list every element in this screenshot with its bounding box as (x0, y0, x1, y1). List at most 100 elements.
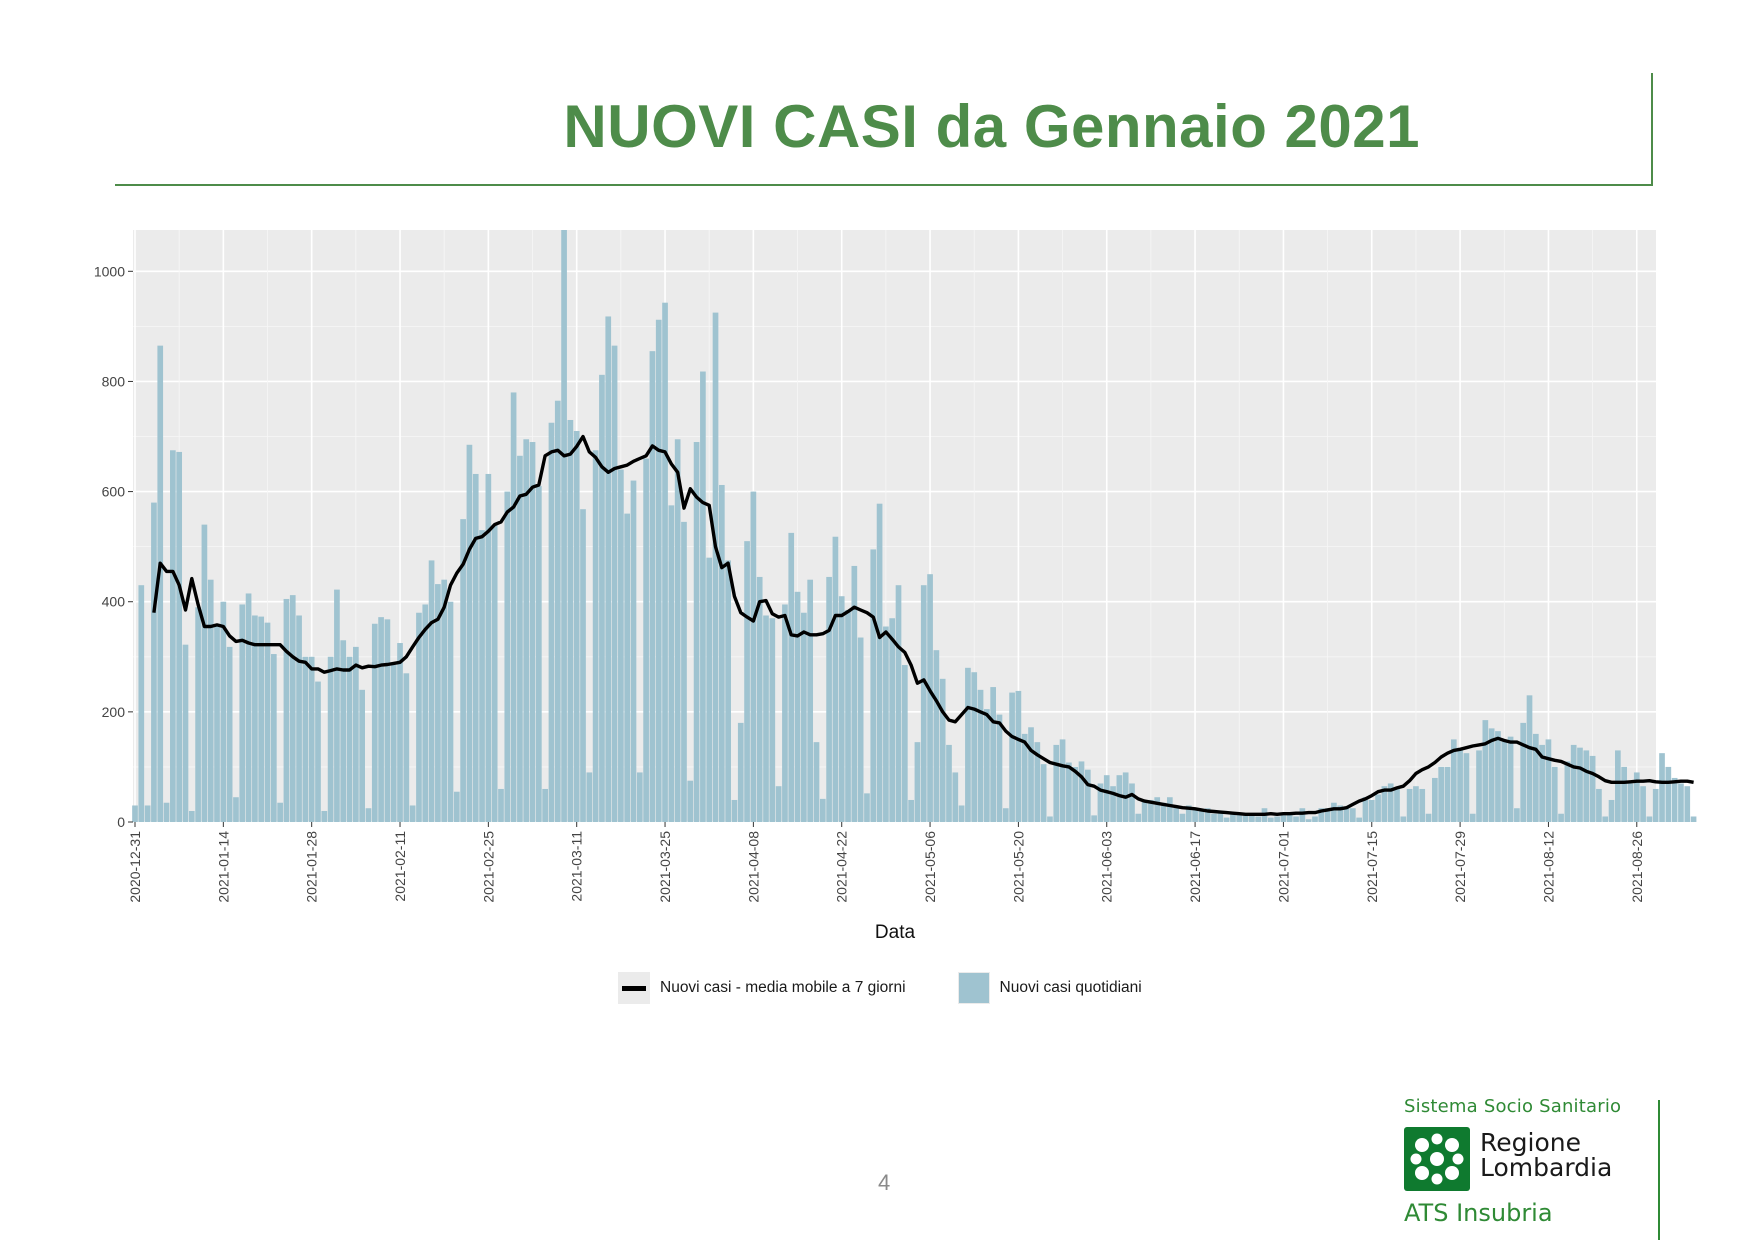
legend-line-label: Nuovi casi - media mobile a 7 giorni (660, 979, 906, 996)
daily-cases-bar (1185, 805, 1192, 822)
daily-cases-bar (226, 646, 233, 822)
page-number: 4 (878, 1170, 891, 1195)
y-tick-label: 0 (117, 814, 125, 830)
daily-cases-bar (939, 678, 946, 822)
daily-cases-bar (1438, 766, 1445, 822)
daily-cases-bar (782, 604, 788, 822)
daily-cases-bar (176, 451, 183, 822)
daily-cases-bar (996, 714, 1003, 822)
daily-cases-bar (245, 593, 252, 822)
daily-cases-bar (1343, 808, 1350, 822)
daily-cases-bar (1072, 766, 1079, 822)
daily-cases-bar (1280, 815, 1287, 822)
daily-cases-bar (1589, 755, 1596, 822)
daily-cases-bar (435, 584, 441, 822)
daily-cases-bar (769, 618, 776, 822)
daily-cases-bar (1678, 783, 1684, 822)
daily-cases-bar (1331, 802, 1337, 822)
daily-cases-bar (681, 521, 687, 822)
daily-cases-bar (1659, 753, 1665, 822)
daily-cases-bar (1028, 727, 1034, 822)
x-tick-label: 2021-08-12 (1540, 831, 1556, 903)
daily-cases-bar (1640, 786, 1646, 822)
daily-cases-bar (1040, 764, 1047, 822)
daily-cases-bar (1646, 816, 1653, 822)
daily-cases-bar (611, 345, 618, 822)
y-tick-label: 600 (102, 484, 126, 500)
daily-cases-bar (252, 615, 258, 822)
daily-cases-bar (1160, 802, 1167, 822)
daily-cases-bar (283, 598, 290, 822)
logo-tagline: Sistema Socio Sanitario (1404, 1096, 1622, 1117)
daily-cases-bar (1337, 805, 1344, 822)
daily-cases-bar (1116, 775, 1123, 822)
daily-cases-bar (819, 798, 826, 822)
daily-cases-bar (813, 742, 820, 822)
daily-cases-bar (1596, 788, 1602, 822)
daily-cases-bar (763, 615, 769, 822)
daily-cases-bar (693, 442, 700, 822)
daily-cases-bar (371, 623, 378, 822)
y-tick-label: 400 (102, 594, 126, 610)
daily-cases-bar (1293, 816, 1299, 822)
daily-cases-bar (1059, 739, 1066, 822)
daily-cases-bar (567, 419, 574, 822)
daily-cases-bar (1514, 808, 1520, 822)
daily-cases-bar (353, 646, 359, 822)
daily-cases-bar (643, 458, 649, 822)
daily-cases-bar (321, 810, 328, 822)
daily-cases-bar (1066, 762, 1072, 822)
daily-cases-bar (1463, 753, 1470, 822)
daily-cases-bar (1249, 813, 1255, 822)
daily-cases-bar (523, 439, 530, 822)
daily-cases-bar (1419, 788, 1426, 822)
daily-cases-bar (403, 673, 410, 822)
daily-cases-bar (277, 802, 283, 822)
daily-cases-bar (1633, 772, 1640, 822)
legend-bar-key (957, 972, 990, 1004)
daily-cases-bar (1204, 808, 1211, 822)
daily-cases-bar (466, 444, 473, 822)
page-title: NUOVI CASI da Gennaio 2021 (563, 93, 1420, 160)
x-tick-label: 2021-02-25 (480, 831, 496, 903)
daily-cases-bar (1387, 783, 1394, 822)
daily-cases-bar (359, 689, 365, 822)
daily-cases-bar (1558, 813, 1564, 822)
x-tick-label: 2021-06-03 (1099, 831, 1115, 903)
daily-cases-bar (889, 618, 896, 822)
daily-cases-bar (1684, 786, 1691, 822)
daily-cases-bar (289, 595, 296, 822)
daily-cases-bar (390, 665, 397, 822)
daily-cases-bar (1034, 742, 1041, 822)
daily-cases-bar (1255, 816, 1262, 822)
logo-name-line2: Lombardia (1480, 1153, 1613, 1182)
daily-cases-bar (378, 617, 384, 822)
daily-cases-bar (851, 565, 858, 822)
daily-cases-bar (428, 560, 435, 822)
daily-cases-bar (327, 656, 334, 822)
daily-cases-bar (1236, 813, 1243, 822)
daily-cases-bar (826, 576, 832, 822)
daily-cases-bar (397, 643, 403, 822)
x-tick-label: 2021-03-11 (569, 831, 585, 902)
logo-name-line1: Regione (1480, 1128, 1581, 1157)
daily-cases-bar (977, 689, 984, 822)
daily-cases-bar (1002, 808, 1009, 822)
x-tick-label: 2021-07-29 (1452, 831, 1468, 903)
daily-cases-bar (195, 607, 201, 822)
daily-cases-bar (536, 486, 542, 822)
daily-cases-bar (296, 615, 302, 822)
daily-cases-bar (801, 612, 807, 822)
daily-cases-bar (592, 450, 599, 822)
daily-cases-bar (1652, 788, 1659, 822)
daily-cases-bar (308, 656, 315, 822)
cases-chart: 0 200 400 600 800 1000 2020-12-31 2021-01-14 202… (94, 230, 1697, 943)
daily-cases-bar (1501, 739, 1508, 822)
daily-cases-bar (1091, 815, 1097, 822)
daily-cases-bar (447, 601, 454, 822)
logo-name: Regione Lombardia (1480, 1130, 1612, 1180)
daily-cases-bar (548, 422, 555, 822)
daily-cases-bar (649, 351, 656, 822)
daily-cases-bar (542, 788, 548, 822)
daily-cases-bar (1394, 788, 1400, 822)
